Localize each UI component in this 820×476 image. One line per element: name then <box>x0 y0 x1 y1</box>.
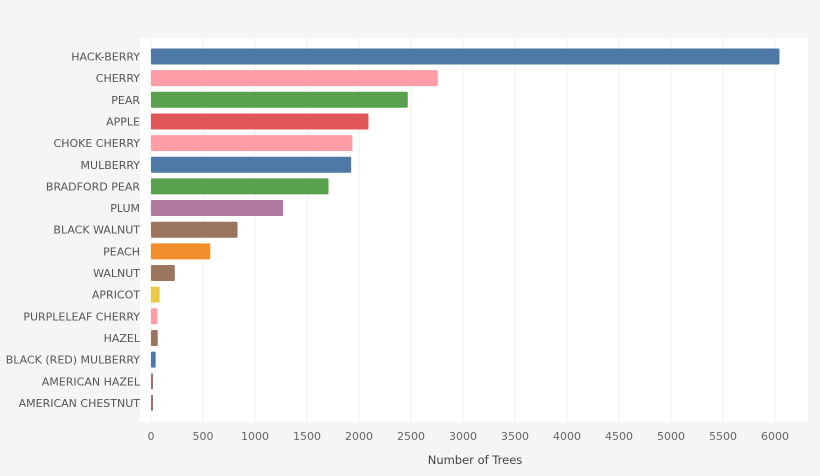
category-label: BLACK (RED) MULBERRY <box>6 354 141 367</box>
category-label: APRICOT <box>92 289 140 302</box>
x-tick-label: 500 <box>193 430 214 443</box>
category-label: PURPLELEAF CHERRY <box>23 310 140 323</box>
x-tick-label: 2000 <box>345 430 373 443</box>
x-tick-label: 5500 <box>709 430 737 443</box>
category-label: PEAR <box>111 94 140 107</box>
bar[interactable] <box>151 156 352 173</box>
category-label: WALNUT <box>93 267 140 280</box>
bar[interactable] <box>151 70 438 87</box>
category-label: CHOKE CHERRY <box>54 137 141 150</box>
bar[interactable] <box>151 265 175 281</box>
category-label: BRADFORD PEAR <box>46 180 140 193</box>
bar[interactable] <box>151 394 153 411</box>
x-tick-label: 3500 <box>501 430 529 443</box>
bar[interactable] <box>151 48 780 65</box>
x-tick-label: 2500 <box>397 430 425 443</box>
x-tick-label: 4500 <box>605 430 633 443</box>
bar[interactable] <box>151 113 369 130</box>
category-label: AMERICAN HAZEL <box>42 375 141 388</box>
x-tick-label: 5000 <box>657 430 685 443</box>
bar[interactable] <box>151 91 408 108</box>
bar[interactable] <box>151 178 329 195</box>
category-label: PLUM <box>110 202 140 215</box>
category-label: PEACH <box>103 245 140 258</box>
category-label: APPLE <box>106 115 140 128</box>
category-label: HACK-BERRY <box>71 51 140 64</box>
bar[interactable] <box>151 135 353 152</box>
bar[interactable] <box>151 373 153 390</box>
bar[interactable] <box>151 243 211 260</box>
category-label: BLACK WALNUT <box>53 224 140 237</box>
x-tick-label: 4000 <box>553 430 581 443</box>
bar[interactable] <box>151 308 158 325</box>
category-label: HAZEL <box>104 332 141 345</box>
bar[interactable] <box>151 329 158 346</box>
category-label: AMERICAN CHESTNUT <box>19 397 141 410</box>
x-tick-label: 0 <box>148 430 155 443</box>
bar[interactable] <box>151 286 160 303</box>
category-label: CHERRY <box>96 72 140 85</box>
bar[interactable] <box>151 351 156 368</box>
x-tick-label: 6000 <box>761 430 789 443</box>
x-tick-label: 1000 <box>241 430 269 443</box>
category-label: MULBERRY <box>81 159 141 172</box>
x-tick-label: 3000 <box>449 430 477 443</box>
x-axis-title: Number of Trees <box>428 453 523 467</box>
bar[interactable] <box>151 200 284 217</box>
bar[interactable] <box>151 221 238 238</box>
x-tick-label: 1500 <box>293 430 321 443</box>
